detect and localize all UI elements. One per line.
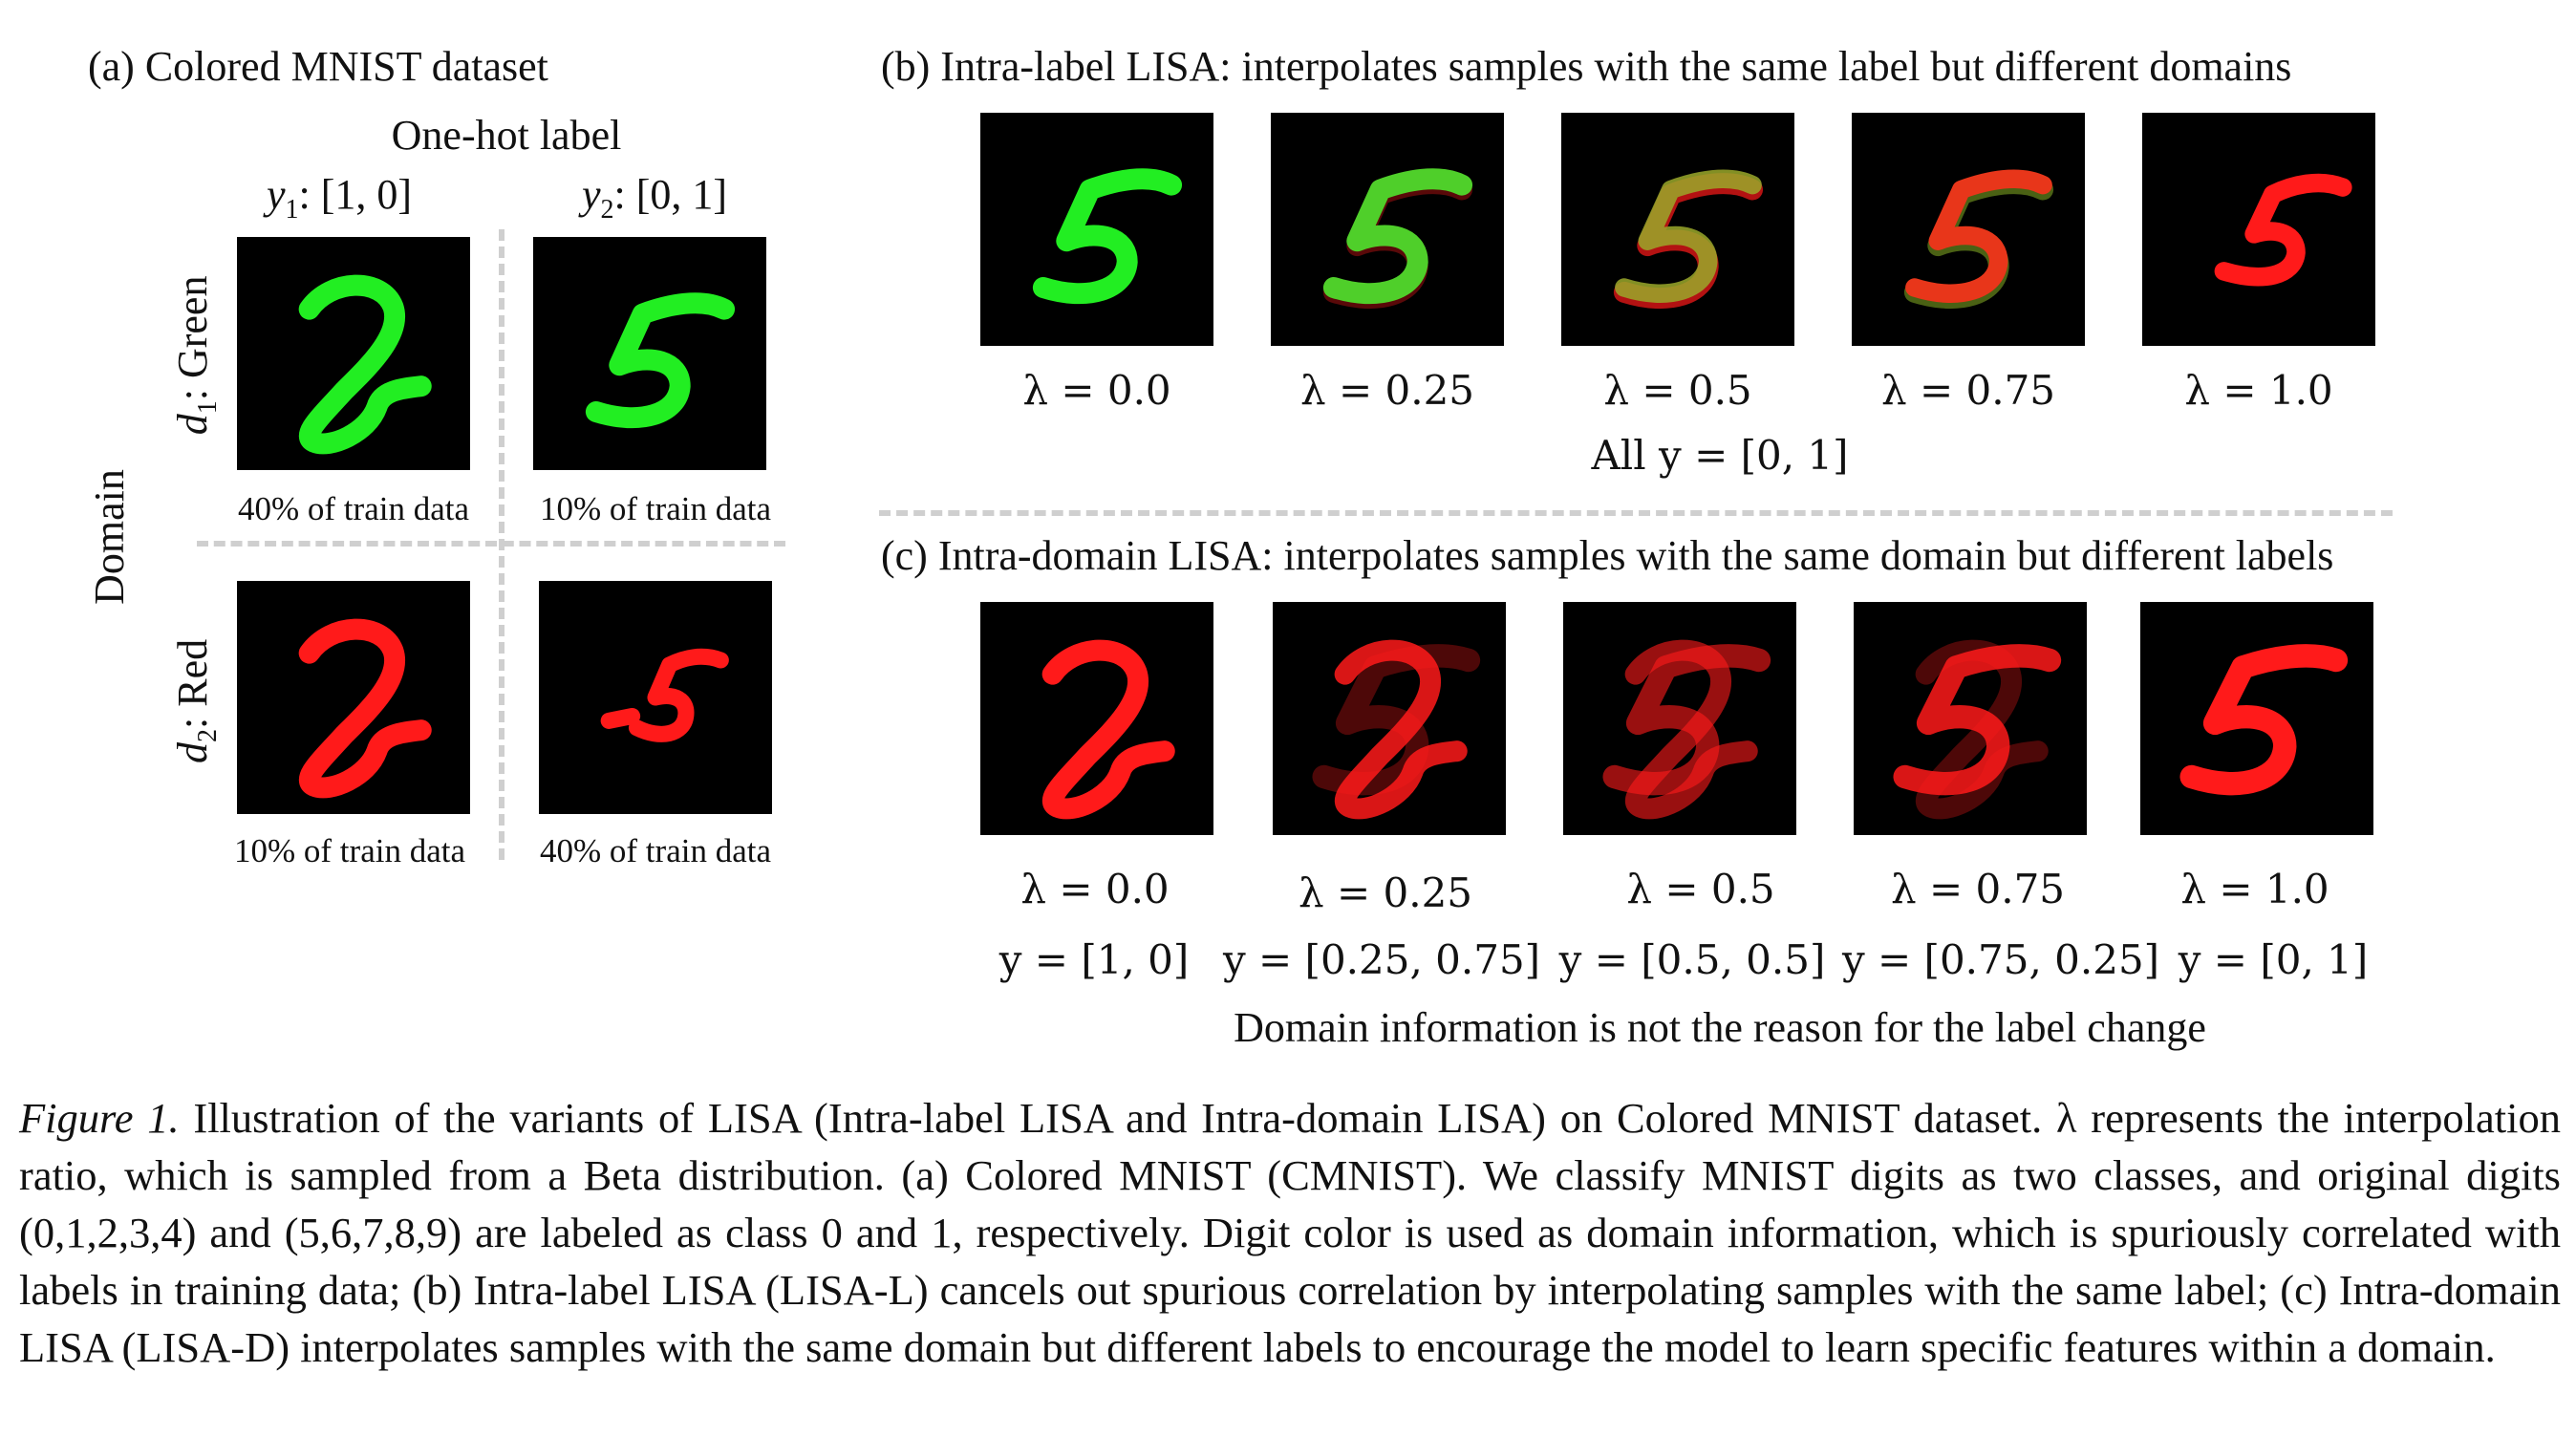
cmnist-green-2-tile bbox=[237, 237, 470, 470]
intra-domain-footer: Domain information is not the reason for… bbox=[1234, 1004, 2206, 1051]
intra-label-tile-0 bbox=[980, 113, 1213, 346]
red-5-share: 40% of train data bbox=[540, 832, 771, 869]
intra-domain-lambda-1: λ = 0.25 bbox=[1298, 869, 1473, 916]
panel-c-title: (c) Intra-domain LISA: interpolates samp… bbox=[881, 532, 2334, 579]
intra-domain-label-3: y = [0.75, 0.25] bbox=[1841, 936, 2160, 983]
domain-axis-label: Domain bbox=[86, 469, 133, 605]
panel-a-title: (a) Colored MNIST dataset bbox=[88, 43, 548, 90]
figure-label: Figure 1. bbox=[19, 1094, 180, 1142]
y2-subscript: 2 bbox=[600, 194, 614, 225]
label-y2: y2: [0, 1] bbox=[535, 170, 774, 235]
figure-caption: Figure 1. Illustration of the variants o… bbox=[19, 1089, 2561, 1376]
label-y1: y1: [1, 0] bbox=[220, 170, 459, 235]
d2-value: : Red bbox=[169, 638, 217, 729]
intra-label-tile-1 bbox=[1271, 113, 1504, 346]
d1-symbol: d bbox=[169, 414, 217, 436]
cmnist-green-5-tile bbox=[533, 237, 766, 470]
domain-d2-label: d2: Red bbox=[168, 587, 233, 816]
panel-b-title: (b) Intra-label LISA: interpolates sampl… bbox=[881, 43, 2292, 90]
cmnist-red-5-tile bbox=[539, 581, 772, 814]
y1-value: : [1, 0] bbox=[298, 171, 413, 218]
panel-a-horizontal-divider bbox=[197, 541, 785, 547]
intra-label-lambda-3: λ = 0.75 bbox=[1880, 367, 2056, 414]
y1-subscript: 1 bbox=[285, 194, 299, 225]
intra-domain-label-0: y = [1, 0] bbox=[998, 936, 1190, 983]
intra-label-lambda-0: λ = 0.0 bbox=[1022, 367, 1171, 414]
y2-value: : [0, 1] bbox=[613, 171, 728, 218]
figure-caption-text: Illustration of the variants of LISA (In… bbox=[19, 1094, 2561, 1371]
intra-domain-label-4: y = [0, 1] bbox=[2178, 936, 2369, 983]
intra-label-shared-label: All y = [0, 1] bbox=[1591, 432, 1849, 479]
intra-domain-lambda-2: λ = 0.5 bbox=[1626, 866, 1775, 912]
green-2-share: 40% of train data bbox=[238, 490, 469, 527]
one-hot-label-heading: One-hot label bbox=[391, 112, 622, 159]
y1-symbol: y bbox=[266, 171, 286, 218]
intra-domain-lambda-3: λ = 0.75 bbox=[1890, 866, 2066, 912]
panel-bc-divider bbox=[879, 510, 2393, 516]
intra-label-lambda-2: λ = 0.5 bbox=[1603, 367, 1752, 414]
red-2-share: 10% of train data bbox=[234, 832, 465, 869]
intra-label-tile-2 bbox=[1561, 113, 1794, 346]
intra-domain-label-1: y = [0.25, 0.75] bbox=[1222, 936, 1541, 983]
intra-domain-label-2: y = [0.5, 0.5] bbox=[1558, 936, 1826, 983]
intra-label-lambda-4: λ = 1.0 bbox=[2184, 367, 2333, 414]
y2-symbol: y bbox=[581, 171, 601, 218]
intra-domain-lambda-0: λ = 0.0 bbox=[1020, 866, 1170, 912]
d1-value: : Green bbox=[169, 275, 217, 401]
intra-domain-tile-2 bbox=[1563, 602, 1796, 835]
intra-domain-tile-1 bbox=[1273, 602, 1506, 835]
intra-domain-tile-4 bbox=[2140, 602, 2373, 835]
green-5-share: 10% of train data bbox=[540, 490, 771, 527]
domain-d1-label: d1: Green bbox=[168, 241, 233, 470]
intra-label-lambda-1: λ = 0.25 bbox=[1299, 367, 1475, 414]
intra-domain-tile-0 bbox=[980, 602, 1213, 835]
intra-domain-tile-3 bbox=[1854, 602, 2087, 835]
intra-label-tile-3 bbox=[1852, 113, 2085, 346]
d2-subscript: 2 bbox=[192, 728, 223, 742]
cmnist-red-2-tile bbox=[237, 581, 470, 814]
intra-domain-lambda-4: λ = 1.0 bbox=[2180, 866, 2329, 912]
d1-subscript: 1 bbox=[192, 400, 223, 415]
intra-label-tile-4 bbox=[2142, 113, 2375, 346]
d2-symbol: d bbox=[169, 741, 217, 763]
